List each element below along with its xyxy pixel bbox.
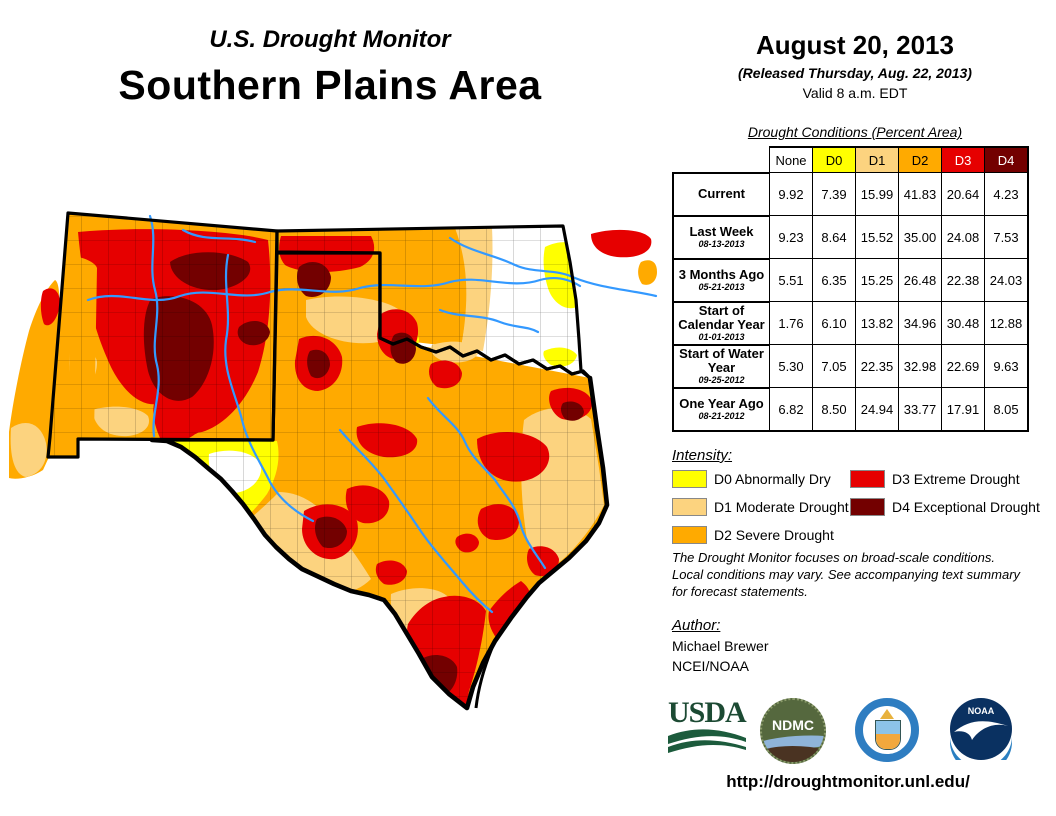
d2-swatch xyxy=(672,526,707,544)
legend-heading: Intensity: xyxy=(672,447,733,464)
d4-swatch xyxy=(850,498,885,516)
state-borders xyxy=(46,211,610,711)
table-row: One Year Ago 08-21-2012 6.82 8.50 24.94 … xyxy=(672,386,1029,432)
coast-and-rio-grande-border xyxy=(149,375,610,711)
map-date: August 20, 2013 xyxy=(756,30,954,60)
table-row: 3 Months Ago 05-21-2013 5.51 6.35 15.25 … xyxy=(672,257,1029,302)
barrier-island xyxy=(474,647,494,709)
row-date: 05-21-2013 xyxy=(698,282,745,292)
page-title: U.S. Drought Monitor xyxy=(209,26,451,53)
table-row: Start of Water Year 09-25-2012 5.30 7.05… xyxy=(672,343,1029,388)
department-of-commerce-seal xyxy=(855,698,919,762)
drought-conditions-table: None D0 D1 D2 D3 D4 Current 9.92 7.39 15… xyxy=(672,146,1029,432)
release-date: (Released Thursday, Aug. 22, 2013) xyxy=(738,65,972,81)
author-heading: Author: xyxy=(672,617,721,634)
col-header-d0: D0 xyxy=(812,146,856,173)
eagle-icon xyxy=(880,709,894,719)
noaa-bird-icon xyxy=(954,721,1008,740)
rivers xyxy=(86,214,658,614)
author-name: Michael Brewer xyxy=(672,638,769,654)
drought-map xyxy=(9,211,658,711)
col-header-d3: D3 xyxy=(941,146,985,173)
table-row: Current 9.92 7.39 15.99 41.83 20.64 4.23 xyxy=(672,171,1029,216)
ndmc-logo: NDMC xyxy=(760,698,826,764)
row-date: 08-13-2013 xyxy=(698,239,745,249)
noaa-logo: NOAA xyxy=(950,698,1012,773)
ndmc-soil-icon xyxy=(762,746,824,762)
col-header-d4: D4 xyxy=(984,146,1029,173)
valid-time: Valid 8 a.m. EDT xyxy=(802,85,908,101)
row-date: 09-25-2012 xyxy=(698,375,745,385)
shield-icon xyxy=(875,720,901,750)
row-date: 01-01-2013 xyxy=(698,332,745,342)
website-url: http://droughtmonitor.unl.edu/ xyxy=(726,772,970,791)
disclaimer: The Drought Monitor focuses on broad-sca… xyxy=(672,550,1021,599)
author-org: NCEI/NOAA xyxy=(672,658,750,674)
table-caption: Drought Conditions (Percent Area) xyxy=(747,124,963,140)
d0-swatch xyxy=(672,470,707,488)
noaa-text: NOAA xyxy=(968,706,995,716)
col-header-none: None xyxy=(769,146,813,173)
neighbor-state-shading xyxy=(9,229,657,479)
row-date: 08-21-2012 xyxy=(698,411,745,422)
usda-logo: USDA xyxy=(668,698,747,759)
table-header-row: None D0 D1 D2 D3 D4 xyxy=(673,146,1029,173)
d1-swatch xyxy=(672,498,707,516)
col-header-d1: D1 xyxy=(855,146,899,173)
table-row: Start of Calendar Year 01-01-2013 1.76 6… xyxy=(672,300,1029,345)
usda-field-icon xyxy=(668,729,746,753)
col-header-d2: D2 xyxy=(898,146,942,173)
d3-swatch xyxy=(850,470,885,488)
region-title: Southern Plains Area xyxy=(118,62,542,108)
date-header: August 20, 2013 (Released Thursday, Aug.… xyxy=(665,30,1045,101)
table-row: Last Week 08-13-2013 9.23 8.64 15.52 35.… xyxy=(672,214,1029,259)
